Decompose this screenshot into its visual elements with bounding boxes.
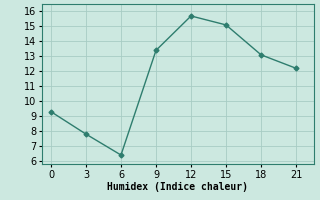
X-axis label: Humidex (Indice chaleur): Humidex (Indice chaleur)	[107, 182, 248, 192]
